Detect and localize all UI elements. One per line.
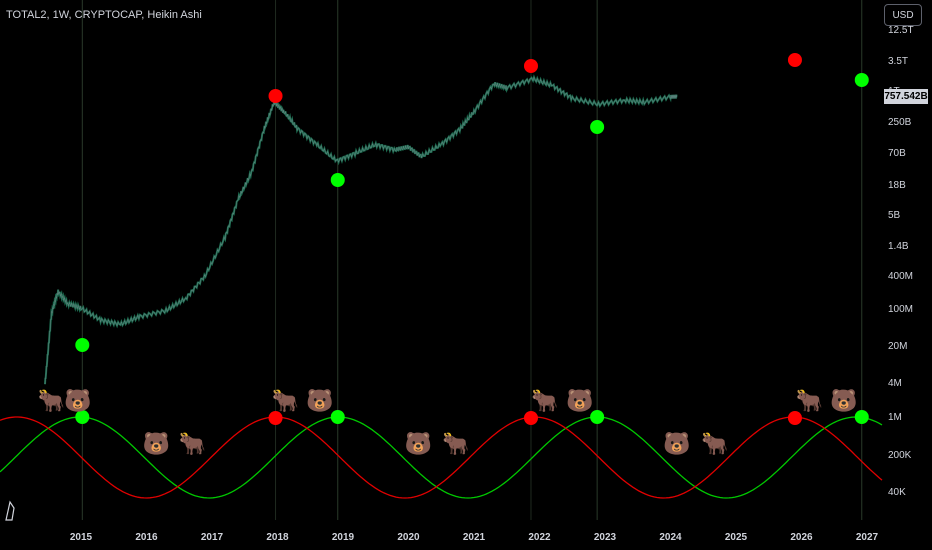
cycle-markers [75,53,869,425]
bull-emoji-icon: 🐂 [701,431,728,456]
wave-bottom-marker [75,410,90,424]
top-marker [787,53,802,67]
bull-wave-line [0,416,883,499]
currency-button[interactable]: USD [884,4,922,26]
x-axis[interactable]: 2015 2016 2017 2018 2019 2020 2021 2022 2023 2024… [70,532,879,543]
price-series [44,74,678,385]
bull-emoji-icon: 🐂 [796,388,823,413]
x-tick-label: 2023 [594,532,617,543]
bull-emoji-icon: 🐂 [179,431,206,456]
y-tick-label: 40K [888,487,906,498]
x-tick-label: 2027 [856,532,879,543]
x-tick-label: 2020 [397,532,420,543]
bull-emoji-icon: 🐂 [442,431,469,456]
y-tick-label: 1M [888,412,902,423]
y-tick-label: 100M [888,304,913,315]
top-marker [268,89,283,103]
y-tick-label: 200K [888,450,912,461]
wave-bottom-marker [854,410,869,424]
y-axis[interactable]: 12.5T3.5T1T250B70B18B5B1.4B400M100M20M4M… [888,25,914,498]
y-tick-label: 1.4B [888,241,909,252]
bottom-marker [330,173,345,187]
bottom-marker [590,120,605,134]
y-tick-label: 70B [888,148,906,159]
y-tick-label: 250B [888,117,912,128]
tradingview-logo-icon [5,500,15,521]
y-tick-label: 4M [888,378,902,389]
bear-emoji-icon: 🐻 [405,430,432,456]
bottom-marker [854,73,869,87]
price-wick-line [44,76,678,385]
wave-bottom-marker [330,410,345,424]
x-tick-label: 2026 [790,532,813,543]
bottom-marker [75,338,90,352]
last-price-label: 757.542B [884,89,928,104]
emoji-markers: 🐂🐻 🐂 🐻 🐂 🐻 🐂 🐻🐻 🐂 🐻 🐂 🐻 🐂 [38,387,858,456]
x-tick-label: 2024 [659,532,682,543]
bear-emoji-icon: 🐻 [566,387,593,413]
x-tick-label: 2015 [70,532,93,543]
x-tick-label: 2017 [201,532,224,543]
bear-emoji-icon: 🐻 [143,430,170,456]
wave-top-marker [268,411,283,425]
x-tick-label: 2025 [725,532,748,543]
oscillator-waves [0,416,883,499]
bull-emoji-icon: 🐂 [531,388,558,413]
bear-wave-line [0,416,883,499]
y-tick-label: 400M [888,271,913,282]
chart-title: TOTAL2, 1W, CRYPTOCAP, Heikin Ashi [6,9,202,21]
bear-emoji-icon: 🐻 [830,387,857,413]
wave-top-marker [787,411,802,425]
x-tick-label: 2022 [528,532,551,543]
top-marker [523,59,538,73]
y-tick-label: 18B [888,180,906,191]
bear-emoji-icon: 🐻 [306,387,333,413]
bear-emoji-icon: 🐻 [64,387,91,413]
y-tick-label: 5B [888,210,901,221]
x-tick-label: 2019 [332,532,355,543]
y-tick-label: 12.5T [888,25,914,36]
x-tick-label: 2016 [135,532,158,543]
wave-bottom-marker [590,410,605,424]
wave-top-marker [523,411,538,425]
bull-emoji-icon: 🐂 [272,388,299,413]
bull-emoji-icon: 🐂 [38,388,65,413]
y-tick-label: 3.5T [888,56,908,67]
x-tick-label: 2018 [266,532,289,543]
x-tick-label: 2021 [463,532,486,543]
bear-emoji-icon: 🐻 [663,430,690,456]
y-tick-label: 20M [888,341,907,352]
